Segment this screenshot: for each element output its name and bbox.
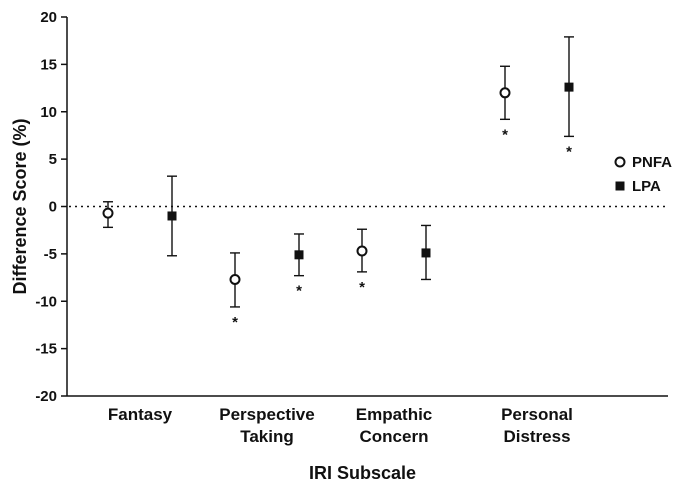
x-category-label: Perspective Taking bbox=[219, 405, 314, 446]
significance-marker: * bbox=[502, 126, 508, 143]
y-tick-label: -10 bbox=[35, 293, 57, 310]
x-category-label: Empathic Concern bbox=[356, 405, 433, 446]
significance-marker: * bbox=[296, 283, 302, 300]
y-tick-label: -5 bbox=[44, 246, 57, 263]
y-tick-label: 0 bbox=[49, 199, 57, 216]
data-point-pnfa bbox=[229, 273, 241, 285]
y-axis: 20 15 10 5 0 -5 -10 -15 -20 bbox=[35, 9, 68, 405]
data-point-pnfa bbox=[102, 207, 114, 219]
y-tick-label: 10 bbox=[40, 104, 57, 121]
data-point-lpa bbox=[421, 248, 431, 258]
data-point-pnfa bbox=[356, 245, 368, 257]
data-point-lpa bbox=[564, 82, 574, 92]
legend: PNFA LPA bbox=[614, 154, 672, 195]
legend-label-lpa: LPA bbox=[632, 178, 661, 195]
y-tick-label: 15 bbox=[40, 56, 57, 73]
data-point-pnfa bbox=[499, 87, 511, 99]
data-point-lpa bbox=[294, 250, 304, 260]
y-tick-label: 20 bbox=[40, 9, 57, 26]
legend-marker-lpa bbox=[615, 181, 625, 191]
y-axis-title: Difference Score (%) bbox=[10, 118, 30, 294]
significance-marker: * bbox=[359, 279, 365, 296]
legend-label-pnfa: PNFA bbox=[632, 154, 672, 171]
y-tick-label: -20 bbox=[35, 388, 57, 405]
y-tick-label: 5 bbox=[49, 151, 57, 168]
data-point-lpa bbox=[167, 211, 177, 221]
plot-area: * * * * * bbox=[102, 36, 574, 331]
y-tick-label: -15 bbox=[35, 341, 57, 358]
x-category-label: Personal Distress bbox=[501, 405, 573, 446]
significance-marker: * bbox=[566, 143, 572, 160]
x-axis-title: IRI Subscale bbox=[309, 463, 416, 483]
significance-marker: * bbox=[232, 314, 238, 331]
x-category-label: Fantasy bbox=[108, 405, 173, 424]
x-axis: Fantasy Perspective Taking Empathic Concern P… bbox=[67, 395, 668, 446]
legend-marker-pnfa bbox=[614, 156, 626, 168]
